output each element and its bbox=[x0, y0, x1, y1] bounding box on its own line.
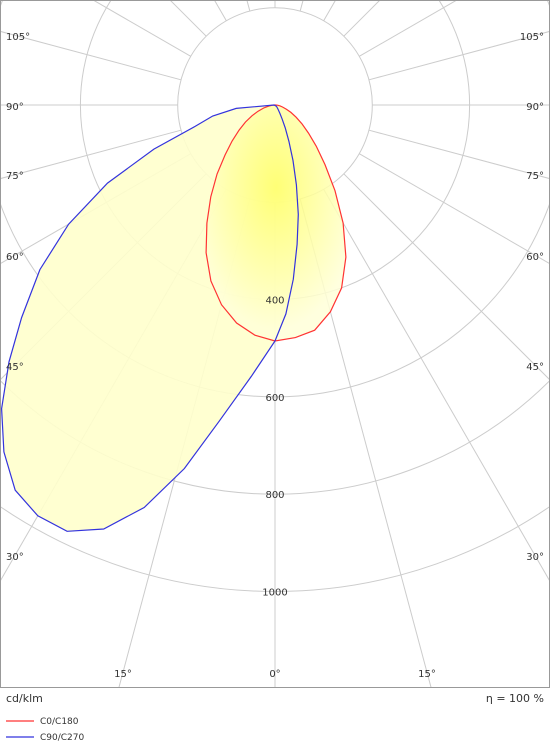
axis-labels: 400 600 800 1000 105° 105° 90° 90° 75° 75° 60° 60° 4… bbox=[6, 32, 544, 680]
angle-label-center: 0° bbox=[269, 669, 280, 680]
grid-spoke bbox=[213, 0, 227, 21]
intensity-curves bbox=[0, 104, 347, 532]
radial-tick-label: 1000 bbox=[262, 588, 287, 599]
grid-spoke bbox=[359, 153, 550, 265]
angle-label-left: 15° bbox=[114, 669, 132, 680]
grid-spoke bbox=[323, 0, 337, 21]
radial-tick-label: 600 bbox=[265, 393, 284, 404]
grid-spoke bbox=[368, 129, 550, 180]
legend-label: C0/C180 bbox=[40, 717, 79, 727]
angle-label-left: 90° bbox=[6, 102, 24, 113]
angle-label-right: 45° bbox=[526, 362, 544, 373]
legend: C0/C180 C90/C270 bbox=[6, 717, 85, 743]
series-fill-0 bbox=[206, 105, 346, 341]
grid-spoke bbox=[92, 0, 191, 57]
angle-label-right: 75° bbox=[526, 171, 544, 182]
grid-spoke bbox=[246, 0, 251, 12]
grid-spoke bbox=[359, 0, 458, 57]
angle-label-left: 60° bbox=[6, 252, 24, 263]
radial-tick-label: 400 bbox=[265, 296, 284, 307]
grid-spoke bbox=[0, 30, 182, 81]
legend-label: C90/C270 bbox=[40, 733, 85, 743]
angle-label-right: 30° bbox=[526, 552, 544, 563]
efficiency-label: η = 100 % bbox=[486, 692, 544, 705]
intensity-fill bbox=[1, 105, 346, 532]
angle-label-left: 30° bbox=[6, 552, 24, 563]
angle-label-left: 105° bbox=[6, 32, 30, 43]
angle-label-right: 105° bbox=[520, 32, 544, 43]
angle-label-right: 15° bbox=[418, 669, 436, 680]
angle-label-right: 60° bbox=[526, 252, 544, 263]
grid-spoke bbox=[299, 0, 304, 12]
unit-label: cd/klm bbox=[6, 692, 43, 705]
grid-spoke bbox=[343, 173, 550, 381]
angle-label-right: 90° bbox=[526, 102, 544, 113]
radial-tick-label: 800 bbox=[265, 490, 284, 501]
series-line-1 bbox=[0, 104, 299, 532]
grid-spoke bbox=[0, 129, 182, 180]
grid-spoke bbox=[323, 189, 550, 583]
series-line-0 bbox=[205, 104, 347, 342]
grid-spoke bbox=[368, 30, 550, 81]
angle-label-left: 75° bbox=[6, 171, 24, 182]
angle-label-left: 45° bbox=[6, 362, 24, 373]
